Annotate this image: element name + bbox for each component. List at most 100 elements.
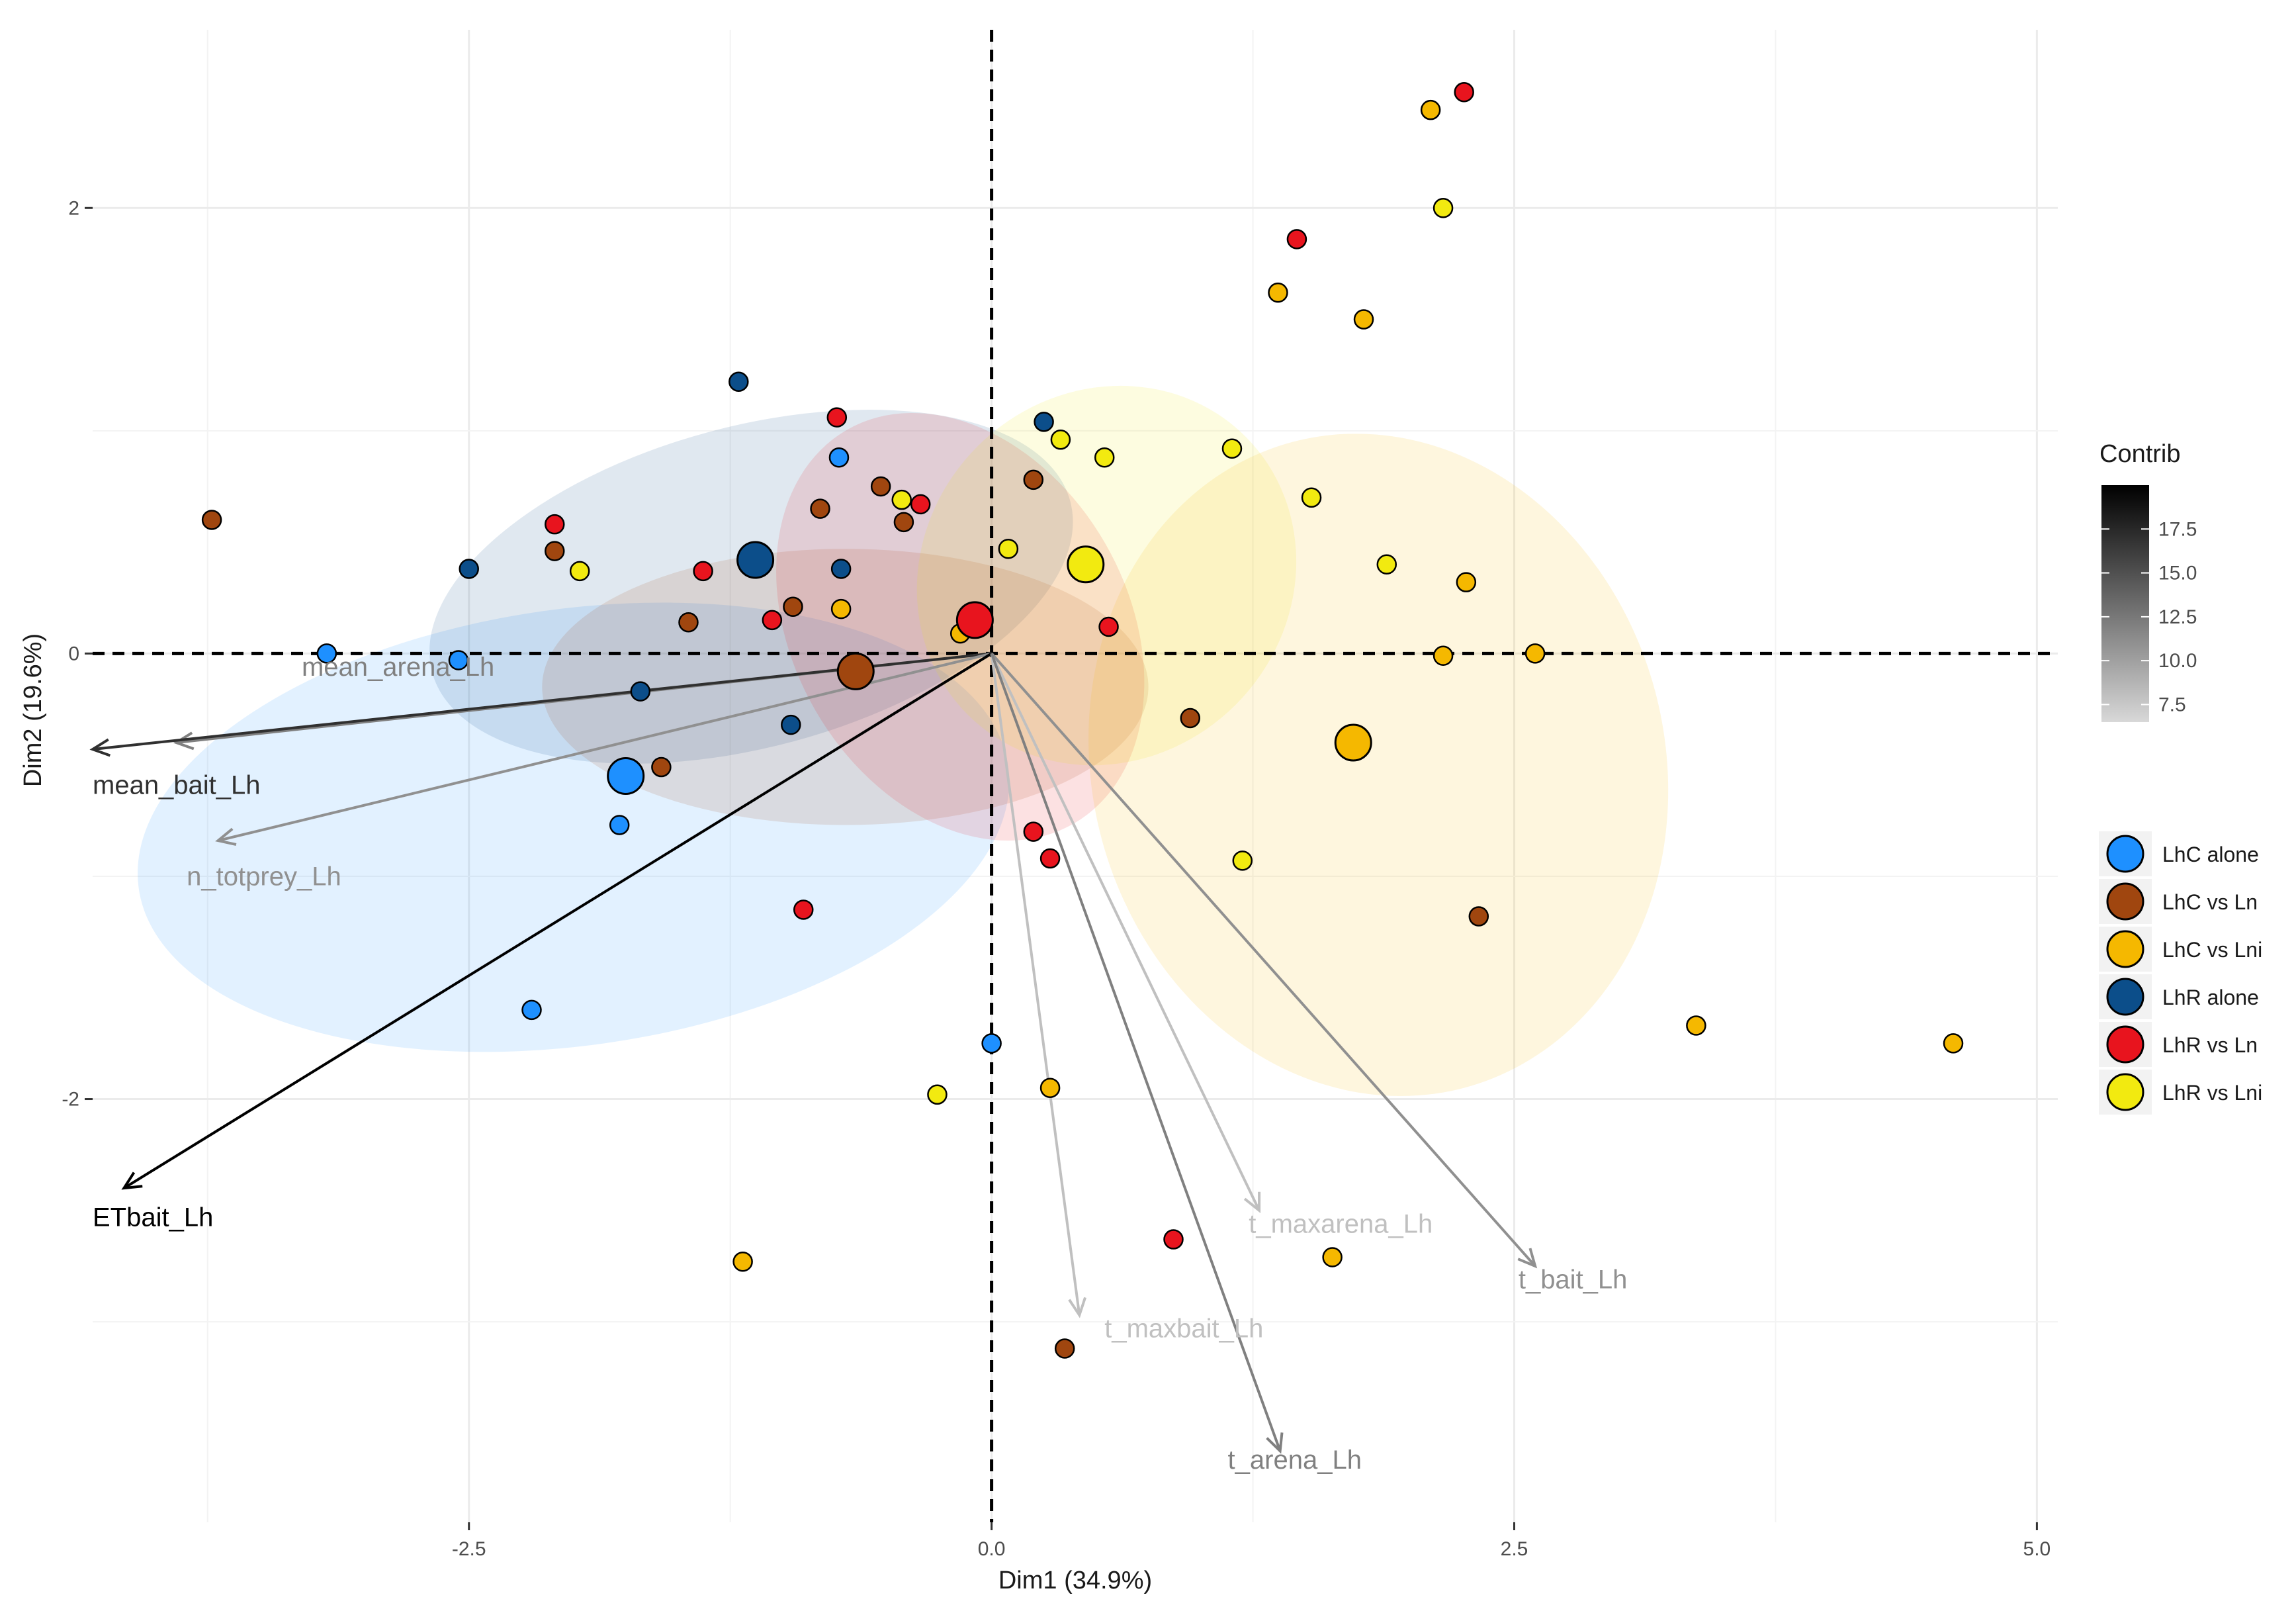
colorbar-tick-label: 15.0 bbox=[2158, 563, 2197, 584]
label-t_maxarena_Lh: t_maxarena_Lh bbox=[1249, 1209, 1433, 1238]
point-lhc-alone bbox=[828, 447, 850, 468]
point-lhr-vs-lni bbox=[1433, 198, 1454, 218]
legend-swatch bbox=[2106, 930, 2144, 968]
legend-label: LhR vs Lni bbox=[2162, 1081, 2262, 1105]
point-lhc-vs-lni bbox=[1322, 1247, 1343, 1267]
axes: Dim1 (34.9%) Dim2 (19.6%) -2.5 0.0 2.5 5.0 -… bbox=[19, 197, 2051, 1594]
point-lhr-vs-lni bbox=[569, 561, 590, 582]
point-lhc-vs-ln bbox=[545, 541, 565, 561]
arrowhead-t_bait_Lh bbox=[1517, 1248, 1538, 1269]
label-mean_bait_Lh: mean_bait_Lh bbox=[93, 770, 261, 800]
point-lhc-vs-ln bbox=[870, 476, 891, 497]
legend-label: LhC alone bbox=[2162, 843, 2259, 866]
point-lhr-vs-ln bbox=[910, 494, 931, 515]
point-lhc-alone bbox=[316, 643, 337, 664]
centroid-lhc-alone bbox=[607, 757, 645, 795]
ellipse-lhc-vs-lni bbox=[1088, 434, 1669, 1097]
point-lhr-vs-lni bbox=[1232, 850, 1253, 871]
point-lhr-vs-ln bbox=[826, 407, 848, 428]
legend-swatch bbox=[2106, 978, 2144, 1016]
label-ETbait_Lh: ETbait_Lh bbox=[93, 1203, 213, 1232]
point-lhc-vs-ln bbox=[893, 512, 914, 533]
point-lhr-vs-lni bbox=[1221, 438, 1243, 459]
legend-label: LhC vs Lni bbox=[2162, 938, 2262, 962]
point-lhc-vs-ln bbox=[810, 498, 830, 519]
colorbar-tick-label: 12.5 bbox=[2158, 606, 2197, 628]
point-lhr-vs-ln bbox=[1023, 821, 1044, 842]
label-n_totprey_Lh: n_totprey_Lh bbox=[187, 862, 341, 891]
x-axis-title: Dim1 (34.9%) bbox=[998, 1567, 1152, 1594]
point-lhr-vs-ln bbox=[693, 561, 713, 582]
x-tick-label: 0.0 bbox=[978, 1538, 1006, 1560]
colorbar-tick-label: 7.5 bbox=[2158, 694, 2186, 715]
point-lhr-vs-lni bbox=[1301, 487, 1322, 508]
point-lhr-vs-ln bbox=[793, 899, 814, 920]
legend-swatch bbox=[2106, 1073, 2144, 1111]
point-lhr-vs-ln bbox=[762, 610, 783, 631]
centroid-lhr-vs-ln bbox=[955, 601, 994, 639]
point-lhc-vs-ln bbox=[1468, 906, 1489, 927]
point-lhr-vs-lni bbox=[1050, 430, 1071, 450]
point-lhc-vs-lni bbox=[830, 598, 852, 620]
x-tick-label: -2.5 bbox=[452, 1538, 486, 1560]
centroid-lhc-vs-lni bbox=[1334, 723, 1372, 762]
point-lhc-vs-ln bbox=[201, 510, 222, 530]
point-lhr-vs-ln bbox=[1039, 848, 1061, 869]
point-lhc-alone bbox=[609, 815, 630, 835]
point-lhc-vs-lni bbox=[1433, 645, 1454, 666]
point-lhr-vs-lni bbox=[927, 1084, 948, 1105]
y-axis-title: Dim2 (19.6%) bbox=[19, 633, 47, 787]
arrowhead-t_arena_Lh bbox=[1266, 1432, 1284, 1454]
centroid-lhr-alone bbox=[736, 541, 775, 579]
legend-label: LhR alone bbox=[2162, 986, 2259, 1009]
point-lhc-alone bbox=[448, 650, 469, 670]
x-tick-label: 2.5 bbox=[1501, 1538, 1528, 1560]
point-lhc-vs-lni bbox=[1268, 282, 1288, 303]
point-lhc-vs-ln bbox=[678, 612, 699, 633]
arrow-ETbait_Lh bbox=[123, 652, 993, 1189]
colorbar-gradient bbox=[2101, 485, 2149, 722]
label-t_maxbait_Lh: t_maxbait_Lh bbox=[1104, 1314, 1263, 1344]
arrow-t_maxarena_Lh bbox=[990, 653, 1260, 1211]
point-lhc-alone bbox=[521, 999, 542, 1021]
group-legend: LhC alone LhC vs Ln LhC vs Lni LhR alone LhR… bbox=[2099, 831, 2262, 1115]
point-lhr-alone bbox=[830, 559, 852, 579]
point-lhc-vs-ln bbox=[1180, 708, 1201, 729]
point-lhc-vs-ln bbox=[783, 596, 803, 617]
arrowhead-mean_bait_Lh bbox=[89, 738, 111, 757]
arrowhead-t_maxarena_Lh bbox=[1243, 1191, 1261, 1213]
centroid-lhr-vs-lni bbox=[1067, 545, 1105, 584]
point-lhr-alone bbox=[459, 559, 479, 579]
point-lhr-alone bbox=[630, 681, 651, 702]
reference-lines bbox=[93, 30, 2058, 1522]
ellipse-lhr-alone bbox=[429, 410, 1073, 764]
legend-swatch bbox=[2106, 1025, 2144, 1064]
point-lhr-vs-lni bbox=[1376, 554, 1397, 575]
arrowhead-t_maxbait_Lh bbox=[1068, 1297, 1086, 1318]
legend-label: LhR vs Ln bbox=[2162, 1033, 2258, 1057]
point-lhc-vs-lni bbox=[1686, 1015, 1706, 1036]
point-lhc-vs-ln bbox=[1023, 469, 1044, 490]
point-lhc-vs-lni bbox=[1456, 572, 1477, 592]
point-lhr-vs-lni bbox=[1094, 447, 1115, 468]
legend-label: LhC vs Ln bbox=[2162, 890, 2258, 914]
contrib-colorbar: Contrib 7.5 10.0 12.5 15.0 17.5 bbox=[2099, 440, 2197, 722]
label-t_arena_Lh: t_arena_Lh bbox=[1228, 1446, 1362, 1475]
point-lhc-vs-lni bbox=[732, 1251, 753, 1272]
x-tick-label: 5.0 bbox=[2023, 1538, 2051, 1560]
point-lhr-alone bbox=[781, 714, 801, 735]
point-lhc-vs-ln bbox=[651, 757, 672, 778]
colorbar-tick-label: 17.5 bbox=[2158, 518, 2197, 540]
variable-labels: mean_arena_Lh mean_bait_Lh n_totprey_Lh ETb… bbox=[93, 653, 1627, 1475]
point-lhr-vs-lni bbox=[891, 489, 912, 510]
group-centroids bbox=[607, 541, 1372, 795]
point-lhc-vs-ln bbox=[1054, 1338, 1075, 1359]
legend-swatch bbox=[2106, 882, 2144, 921]
arrowhead-mean_arena_Lh bbox=[173, 731, 195, 751]
centroid-lhc-vs-ln bbox=[836, 652, 875, 690]
point-lhr-alone bbox=[1034, 412, 1054, 432]
point-lhc-vs-lni bbox=[1524, 643, 1546, 664]
point-lhr-vs-ln bbox=[1163, 1229, 1184, 1250]
label-mean_arena_Lh: mean_arena_Lh bbox=[302, 653, 494, 682]
